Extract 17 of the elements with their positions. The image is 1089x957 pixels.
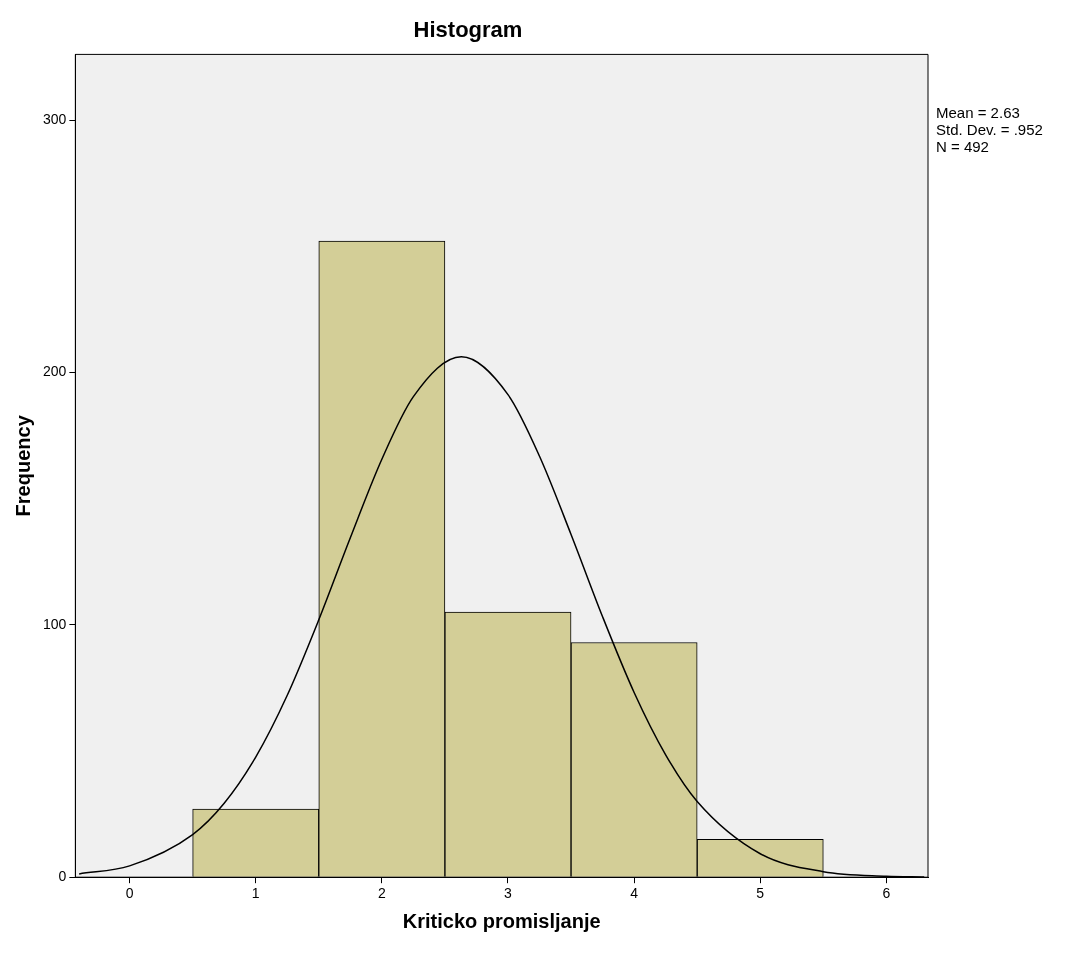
y-tick-label: 100 (43, 615, 67, 632)
text: Std. Dev. = .952 (936, 121, 1043, 138)
x-axis-title: Kriticko promisljanje (402, 909, 601, 932)
x-tick-label: 4 (630, 885, 639, 902)
x-tick-label: 6 (882, 885, 891, 902)
x-tick-label: 0 (125, 885, 134, 902)
y-tick-label: 200 (43, 363, 67, 380)
y-tick-label: 300 (43, 110, 67, 127)
y-tick-label: 0 (58, 868, 67, 885)
text: Mean = 2.63 (936, 104, 1021, 121)
x-tick-label: 1 (251, 885, 260, 902)
x-tick-label: 2 (377, 885, 386, 902)
text: N = 492 (936, 138, 990, 155)
y-axis-title: Frequency (11, 414, 34, 517)
x-tick-label: 5 (756, 885, 765, 902)
chart-title: Histogram (413, 17, 523, 43)
x-tick-label: 3 (504, 885, 513, 902)
